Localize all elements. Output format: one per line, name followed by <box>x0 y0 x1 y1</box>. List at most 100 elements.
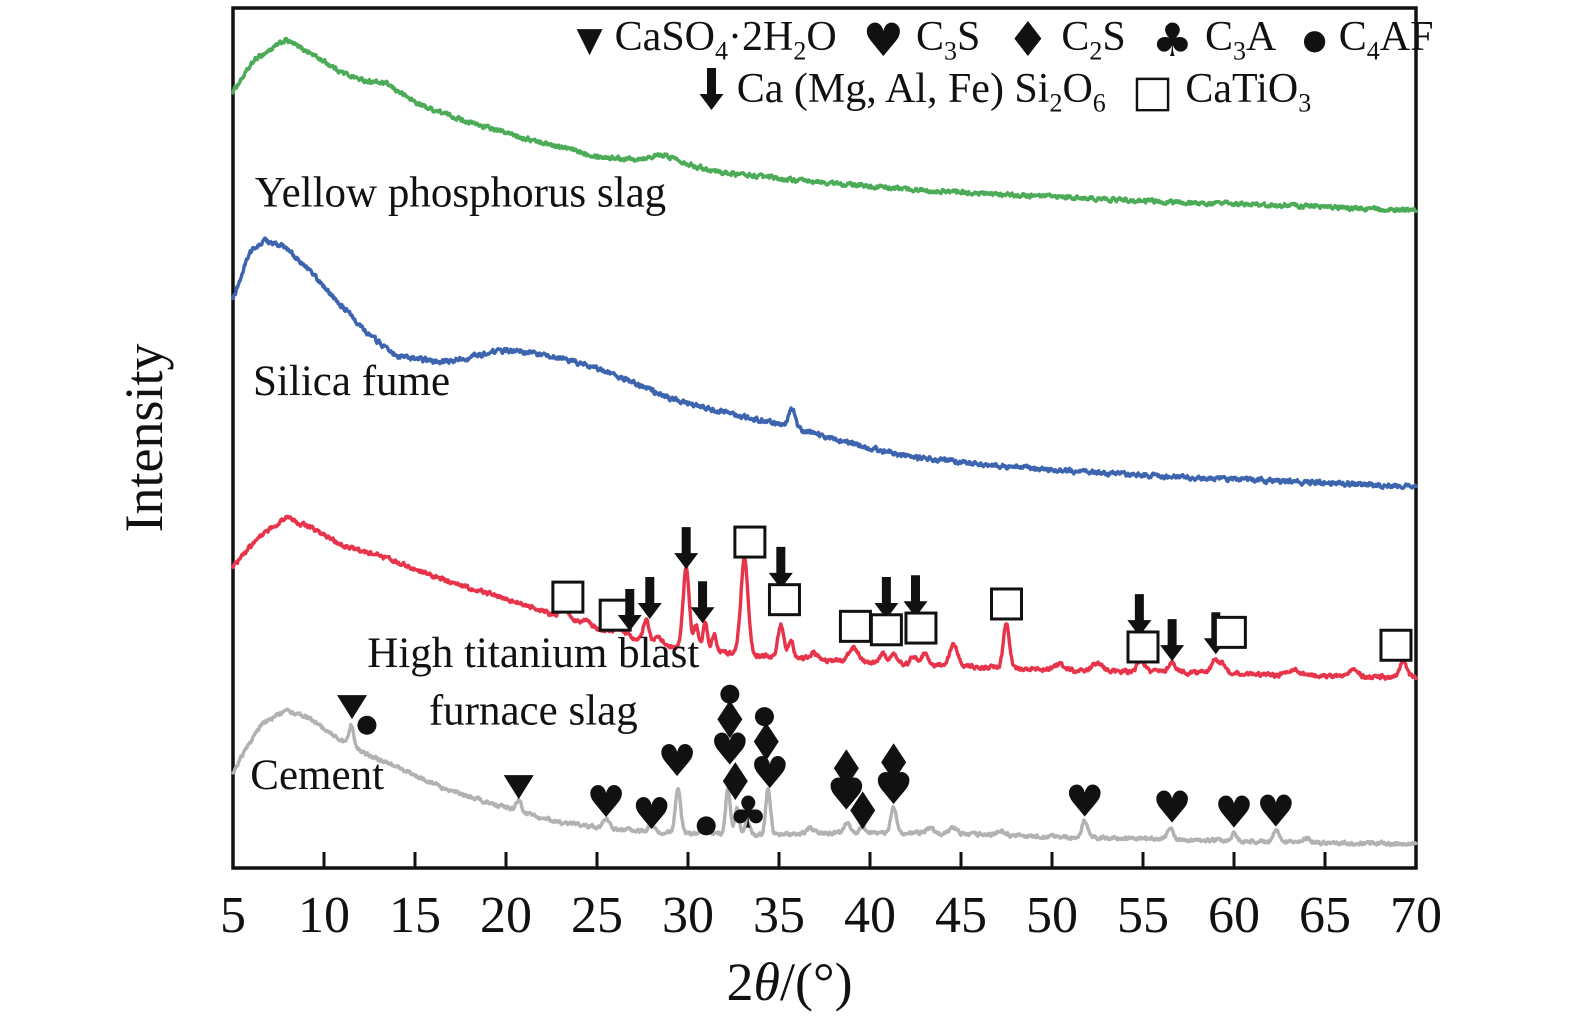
marker-triangle-down-icon <box>503 775 534 800</box>
legend-label: C3S <box>915 14 981 66</box>
marker-diamond-icon <box>881 743 907 782</box>
marker-heart-icon: ♥ <box>657 736 696 787</box>
legend-heart-icon: ♥ <box>862 13 904 67</box>
legend-label: C4AF <box>1338 14 1434 66</box>
legend-item: ● C4AF <box>1302 13 1433 66</box>
marker-club-icon: ♣ <box>728 787 767 838</box>
x-tick-label: 60 <box>1208 887 1260 944</box>
legend-item: ♣ C3A <box>1152 13 1277 66</box>
marker-heart-icon: ♥ <box>632 789 671 840</box>
series-label-silica-fume: Silica fume <box>253 358 450 405</box>
marker-heart-icon: ♥ <box>750 748 789 799</box>
legend-diamond-icon: ♦ <box>1006 12 1050 68</box>
marker-heart-icon: ♥ <box>1214 787 1253 838</box>
marker-dot-icon <box>720 684 740 704</box>
legend-label: Ca (Mg, Al, Fe) Si2O6 <box>736 66 1106 118</box>
marker-heart-icon: ♥ <box>710 725 749 776</box>
marker-square-icon <box>904 611 938 645</box>
legend-item: ♦ C2S <box>1006 13 1125 66</box>
legend-subscript: 2 <box>793 36 807 66</box>
legend-item: □ CaTiO3 <box>1132 65 1311 118</box>
marker-square-icon <box>1213 615 1247 649</box>
legend-square-icon: □ <box>1131 66 1174 117</box>
marker-arrow-down-icon <box>674 527 699 570</box>
legend-dot-icon: ● <box>1302 23 1327 56</box>
marker-square-icon <box>990 587 1023 621</box>
marker-dot-icon <box>696 816 716 836</box>
x-tick-label: 30 <box>662 887 714 944</box>
x-tick-label: 35 <box>753 887 805 944</box>
marker-arrow-down-icon <box>1160 619 1185 662</box>
legend-triangle-down-icon: ▼ <box>576 20 603 60</box>
marker-diamond-icon <box>722 762 748 801</box>
x-tick-label: 70 <box>1390 887 1442 944</box>
legend-club-icon: ♣ <box>1151 13 1193 67</box>
legend-item: ♥ C3S <box>863 13 981 66</box>
marker-triangle-down-icon <box>337 695 368 720</box>
marker-arrow-down-icon <box>874 576 899 619</box>
x-tick-label: 20 <box>480 887 532 944</box>
marker-arrow-down-icon <box>903 575 928 618</box>
legend-subscript: 4 <box>715 36 729 66</box>
series-line-cement <box>231 707 1418 848</box>
marker-arrow-down-icon <box>617 589 642 631</box>
series-line-silica-fume <box>231 236 1418 490</box>
legend-subscript: 6 <box>1092 88 1106 118</box>
y-axis-label: Intensity <box>114 344 174 533</box>
marker-dot-icon <box>357 715 377 735</box>
legend-subscript: 3 <box>943 36 957 66</box>
legend-item: ▼ CaSO4·2H2O <box>577 13 837 66</box>
x-tick-label: 65 <box>1299 887 1351 944</box>
x-tick-label: 55 <box>1117 887 1169 944</box>
marker-square-icon <box>838 609 872 643</box>
series-label-yellow-phosphorus-slag: Yellow phosphorus slag <box>255 170 666 217</box>
marker-diamond-icon <box>833 749 859 788</box>
legend-arrow-down-icon <box>699 67 725 118</box>
marker-heart-icon: ♥ <box>874 764 913 815</box>
plot-frame <box>231 6 1418 870</box>
marker-square-icon <box>1126 630 1160 664</box>
legend-subscript: 3 <box>1232 36 1246 66</box>
legend-row-1: ▼ CaSO4·2H2O ♥ C3S ♦ C2S ♣ C3A ● C4AF <box>577 14 1434 66</box>
marker-square-icon <box>1379 628 1413 662</box>
marker-dot-icon <box>754 707 774 727</box>
legend-label: C2S <box>1061 14 1126 66</box>
marker-arrow-down-icon <box>690 581 715 624</box>
marker-arrow-down-icon <box>768 546 793 589</box>
marker-square-icon <box>733 525 767 559</box>
chart-legend: ▼ CaSO4·2H2O ♥ C3S ♦ C2S ♣ C3A ● C4AF Ca (Mg, Al, … <box>577 14 1434 118</box>
series-label-high-titanium-blast-furnace-slag: furnace slag <box>429 687 638 734</box>
marker-heart-icon: ♥ <box>1065 776 1104 827</box>
legend-subscript: 3 <box>1298 88 1312 118</box>
x-tick-label: 45 <box>935 887 987 944</box>
legend-subscript: 4 <box>1366 36 1380 66</box>
x-tick-label: 50 <box>1026 887 1078 944</box>
marker-arrow-down-icon <box>1127 594 1152 637</box>
x-tick-label: 40 <box>844 887 896 944</box>
marker-diamond-icon <box>753 722 779 761</box>
legend-subscript: 2 <box>1089 36 1103 66</box>
marker-square-icon <box>551 580 585 614</box>
x-tick-label: 25 <box>571 887 623 944</box>
x-tick-label: 15 <box>389 887 441 944</box>
series-label-cement: Cement <box>250 752 384 799</box>
marker-arrow-down-icon <box>637 576 662 619</box>
marker-heart-icon: ♥ <box>1256 787 1295 838</box>
legend-label: C3A <box>1204 14 1277 66</box>
marker-diamond-icon <box>850 791 876 830</box>
marker-heart-icon: ♥ <box>586 777 625 828</box>
legend-item: Ca (Mg, Al, Fe) Si2O6 <box>699 65 1106 118</box>
x-tick-label: 10 <box>298 887 350 944</box>
series-line-yellow-phosphorus-slag <box>231 36 1418 214</box>
x-axis-label: 2θ/(°) <box>726 952 852 1012</box>
x-tick-label: 5 <box>220 887 246 944</box>
series-line-high-titanium-blast-furnace-slag <box>231 514 1418 681</box>
legend-label: CaSO4·2H2O <box>614 14 837 66</box>
marker-square-icon <box>869 613 903 647</box>
legend-row-2: Ca (Mg, Al, Fe) Si2O6 □ CaTiO3 <box>577 66 1434 118</box>
marker-square-icon <box>767 583 801 617</box>
marker-diamond-icon <box>717 700 743 739</box>
legend-subscript: 2 <box>1049 88 1063 118</box>
marker-heart-icon: ♥ <box>1152 782 1191 833</box>
